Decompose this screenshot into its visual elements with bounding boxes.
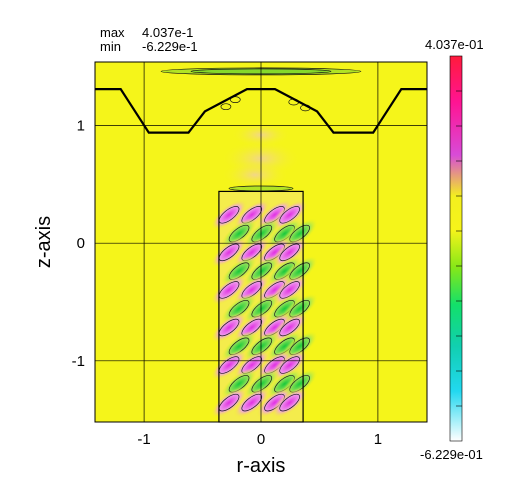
- colorbar-min-label: -6.229e-01: [420, 447, 483, 462]
- axis-ticks: -1 0 1 -1 0 1: [72, 118, 382, 448]
- field-contour: [218, 393, 240, 412]
- max-label: max: [100, 25, 125, 40]
- plot-frame: [94, 61, 428, 423]
- field-contour: [279, 281, 300, 299]
- x-axis-label: r-axis: [237, 455, 286, 477]
- grid-lines: [95, 62, 427, 422]
- field-halo: [221, 160, 290, 189]
- y-tick-label: -1: [72, 353, 85, 370]
- bump-contour: [229, 96, 241, 103]
- field-contour: [218, 206, 240, 224]
- field-contour: [218, 243, 240, 262]
- x-tick-label: 0: [257, 431, 265, 448]
- y-axis-label: z-axis: [33, 216, 55, 268]
- field-contour: [279, 393, 300, 412]
- x-tick-label: -1: [137, 431, 150, 448]
- min-value: -6.229e-1: [142, 39, 198, 54]
- colorbar: [449, 55, 463, 442]
- field-contour: [218, 318, 240, 337]
- field-contour: [279, 206, 300, 224]
- colorbar-ticks: [456, 90, 462, 407]
- field-contour: [279, 318, 300, 337]
- field-contour: [279, 243, 300, 262]
- colorbar-max-label: 4.037e-01: [425, 37, 484, 52]
- x-tick-label: 1: [374, 431, 382, 448]
- bump-contour: [220, 103, 232, 111]
- boundary-profile: [95, 87, 427, 134]
- min-label: min: [100, 39, 121, 54]
- y-tick-label: 0: [77, 235, 85, 252]
- field-contour: [218, 281, 240, 299]
- y-tick-label: 1: [77, 118, 85, 135]
- max-value: 4.037e-1: [142, 25, 194, 40]
